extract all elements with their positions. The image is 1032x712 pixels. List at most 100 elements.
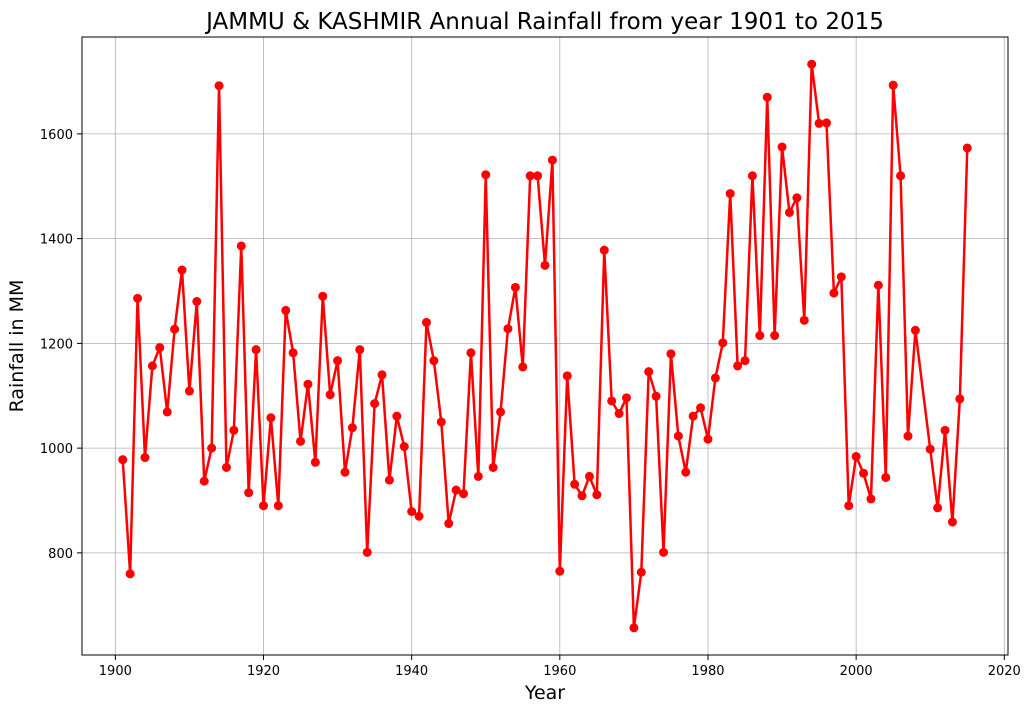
- data-point: [370, 399, 380, 409]
- data-point: [214, 81, 224, 91]
- data-point: [384, 475, 394, 485]
- data-point: [940, 425, 950, 435]
- data-point: [925, 444, 935, 454]
- data-point: [125, 569, 135, 579]
- data-point: [933, 503, 943, 513]
- data-point: [584, 471, 594, 481]
- data-point: [184, 386, 194, 396]
- data-point: [629, 623, 639, 633]
- data-point: [310, 457, 320, 467]
- data-point: [673, 431, 683, 441]
- data-point: [510, 282, 520, 292]
- data-point: [288, 348, 298, 358]
- x-tick-label: 1960: [543, 664, 576, 679]
- data-point: [792, 193, 802, 203]
- data-point: [570, 479, 580, 489]
- data-point: [614, 409, 624, 419]
- data-point: [836, 272, 846, 282]
- data-point: [621, 393, 631, 403]
- data-point: [903, 431, 913, 441]
- data-point: [296, 436, 306, 446]
- data-point: [762, 92, 772, 102]
- data-point: [281, 305, 291, 315]
- chart-title: JAMMU & KASHMIR Annual Rainfall from yea…: [204, 9, 884, 35]
- y-axis-label: Rainfall in MM: [6, 280, 28, 413]
- data-point: [651, 391, 661, 401]
- data-point: [659, 547, 669, 557]
- data-point: [421, 317, 431, 327]
- data-point: [851, 452, 861, 462]
- data-point: [799, 315, 809, 325]
- data-point: [777, 142, 787, 152]
- data-point: [503, 324, 513, 334]
- data-point: [459, 489, 469, 499]
- y-tick-label: 1200: [40, 337, 73, 352]
- y-tick-label: 1000: [40, 442, 73, 457]
- plot-frame: [81, 36, 1009, 656]
- data-point: [533, 171, 543, 181]
- data-point: [333, 356, 343, 366]
- data-point: [755, 331, 765, 341]
- data-point: [725, 189, 735, 199]
- x-tick-label: 2000: [840, 664, 873, 679]
- data-point: [303, 379, 313, 389]
- data-point: [258, 501, 268, 511]
- data-point: [955, 394, 965, 404]
- data-point: [518, 362, 528, 372]
- x-axis-label: Year: [524, 682, 565, 704]
- data-point: [740, 356, 750, 366]
- data-point: [340, 467, 350, 477]
- data-point: [192, 296, 202, 306]
- data-point: [244, 488, 254, 498]
- data-point: [910, 325, 920, 335]
- data-point: [481, 170, 491, 180]
- data-point: [207, 443, 217, 453]
- x-tick-label: 1900: [99, 664, 132, 679]
- data-point: [147, 361, 157, 371]
- data-point: [844, 501, 854, 511]
- data-point: [177, 265, 187, 275]
- data-point: [636, 567, 646, 577]
- data-point: [873, 280, 883, 290]
- grid-lines: [82, 37, 1008, 655]
- data-point: [710, 373, 720, 383]
- data-point: [666, 349, 676, 359]
- data-point: [540, 260, 550, 270]
- data-point: [407, 506, 417, 516]
- data-point: [733, 361, 743, 371]
- data-point: [577, 491, 587, 501]
- data-point: [562, 371, 572, 381]
- data-point: [822, 118, 832, 128]
- data-point: [436, 417, 446, 427]
- data-point: [251, 345, 261, 355]
- data-point: [347, 423, 357, 433]
- data-point: [644, 367, 654, 377]
- data-point: [325, 390, 335, 400]
- data-point: [496, 407, 506, 417]
- data-point: [140, 453, 150, 463]
- data-point: [399, 442, 409, 452]
- data-point: [221, 463, 231, 473]
- data-point: [266, 413, 276, 423]
- data-point: [718, 338, 728, 348]
- data-point: [592, 490, 602, 500]
- x-tick-label: 1940: [395, 664, 428, 679]
- axes: 1900 1920 1940 1960 1980 2000 2020 800 1000 1200 1…: [40, 36, 1021, 679]
- data-point: [133, 293, 143, 303]
- x-tick-label: 1980: [691, 664, 724, 679]
- data-point: [488, 463, 498, 473]
- data-point: [888, 80, 898, 90]
- data-point: [547, 155, 557, 165]
- data-point: [747, 171, 757, 181]
- data-point: [162, 407, 172, 417]
- x-tick-label: 1920: [247, 664, 280, 679]
- data-point: [170, 324, 180, 334]
- data-point: [784, 207, 794, 217]
- data-point: [355, 345, 365, 355]
- data-point: [607, 396, 617, 406]
- data-point: [155, 343, 165, 353]
- y-tick-label: 1400: [40, 233, 73, 248]
- data-point: [555, 566, 565, 576]
- data-point: [681, 467, 691, 477]
